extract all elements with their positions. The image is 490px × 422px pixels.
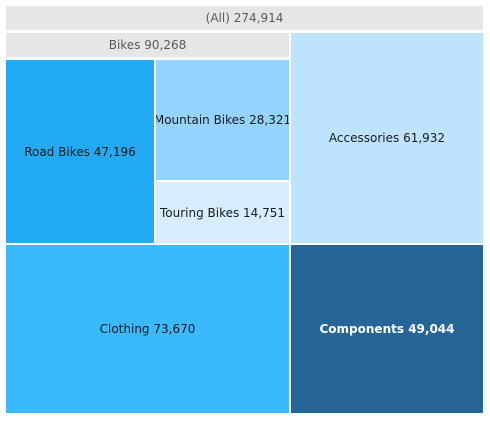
treemap-tile-components[interactable]: Components 49,044: [291, 245, 483, 413]
treemap-root-header-label: (All) 274,914: [206, 11, 284, 25]
treemap-root-header[interactable]: (All) 274,914: [6, 6, 483, 30]
treemap-group-bikes-header[interactable]: Bikes 90,268: [6, 33, 289, 57]
treemap-tile-components-name: Components: [319, 322, 405, 336]
treemap-tile-touring-bikes-name: Touring Bikes: [159, 205, 240, 220]
treemap-tile-road-bikes-name: Road Bikes: [24, 144, 90, 159]
treemap-tile-road-bikes[interactable]: Road Bikes 47,196: [6, 60, 154, 243]
treemap-group-bikes-header-name: Bikes: [108, 38, 141, 52]
treemap-tile-clothing-value: 73,670: [153, 322, 196, 336]
treemap-root-header-name: (All): [205, 11, 230, 25]
treemap-tile-road-bikes-value: 47,196: [93, 144, 136, 159]
treemap-tile-components-value: 49,044: [408, 322, 455, 336]
treemap-tile-accessories-name: Accessories: [328, 131, 400, 145]
treemap-tile-mountain-bikes-name: Mountain Bikes: [156, 113, 246, 127]
treemap-tile-components-label: Components 49,044: [320, 322, 455, 336]
treemap-tile-clothing[interactable]: Clothing 73,670: [6, 245, 289, 413]
treemap-tile-mountain-bikes-value: 28,321: [249, 113, 289, 127]
treemap-tile-mountain-bikes[interactable]: Mountain Bikes 28,321: [156, 60, 289, 180]
treemap-root-header-value: 274,914: [233, 11, 284, 25]
treemap-tile-touring-bikes[interactable]: Touring Bikes 14,751: [156, 182, 289, 243]
treemap-tile-accessories-label: Accessories 61,932: [329, 131, 445, 145]
treemap-tile-clothing-name: Clothing: [99, 322, 150, 336]
treemap-group-bikes-header-label: Bikes 90,268: [109, 38, 187, 52]
treemap-tile-accessories[interactable]: Accessories 61,932: [291, 33, 483, 243]
treemap-tile-touring-bikes-label: Touring Bikes 14,751: [160, 206, 285, 220]
treemap-tile-accessories-value: 61,932: [403, 131, 446, 145]
treemap-tile-clothing-label: Clothing 73,670: [100, 322, 196, 336]
treemap-tile-mountain-bikes-label: Mountain Bikes 28,321: [156, 113, 289, 127]
treemap-tile-touring-bikes-value: 14,751: [243, 205, 286, 220]
treemap-tile-road-bikes-label: Road Bikes 47,196: [24, 145, 135, 159]
treemap-group-bikes-header-value: 90,268: [144, 38, 187, 52]
